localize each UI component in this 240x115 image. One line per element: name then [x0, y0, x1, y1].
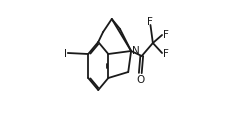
- Text: F: F: [147, 17, 153, 27]
- Text: I: I: [64, 49, 67, 59]
- Text: N: N: [132, 46, 140, 56]
- Text: F: F: [163, 49, 169, 59]
- Text: F: F: [163, 30, 169, 39]
- Text: O: O: [136, 75, 144, 84]
